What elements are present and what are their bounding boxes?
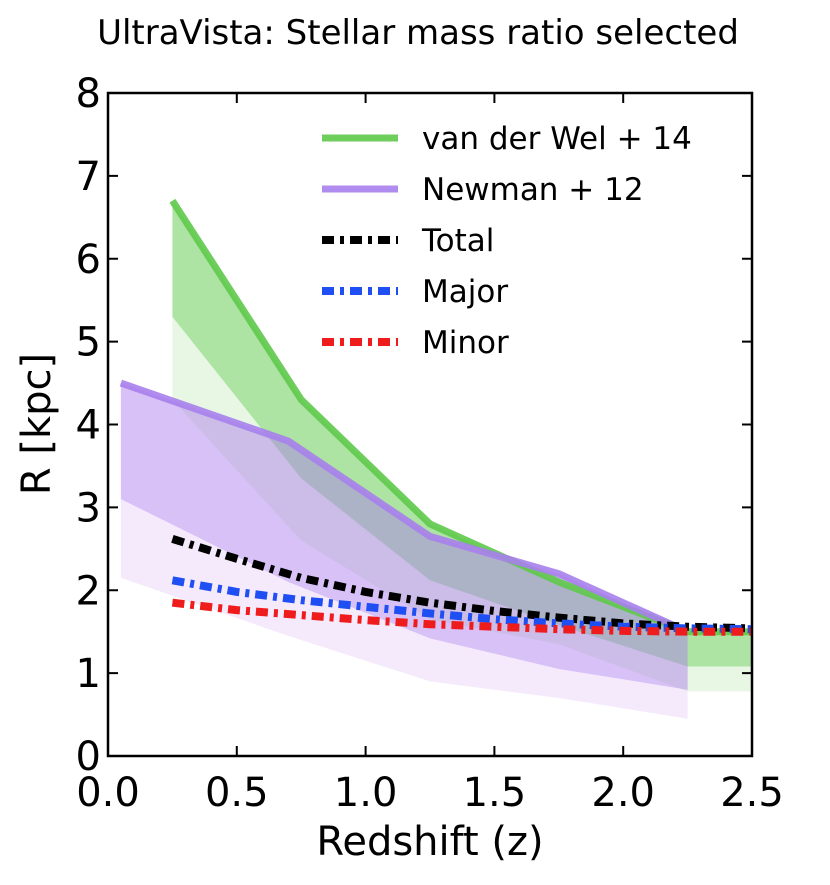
legend-label-newman-12: Newman + 12 xyxy=(422,172,644,208)
chart-title: UltraVista: Stellar mass ratio selected xyxy=(97,13,739,53)
x-tick-label: 2.5 xyxy=(720,770,784,816)
y-tick-label: 8 xyxy=(76,71,101,117)
series-line-newman-12 xyxy=(119,379,690,635)
legend-label-major: Major xyxy=(422,274,508,310)
y-tick-label: 3 xyxy=(76,485,101,531)
x-tick-label: 1.5 xyxy=(463,770,527,816)
x-axis-label: Redshift (z) xyxy=(316,819,543,865)
series-lines xyxy=(119,198,752,636)
y-tick-label: 7 xyxy=(76,154,101,200)
legend-label-minor: Minor xyxy=(422,325,509,361)
x-tick-label: 0.0 xyxy=(76,770,140,816)
y-tick-label: 5 xyxy=(76,320,101,366)
y-tick-label: 4 xyxy=(76,403,101,449)
y-tick-label: 2 xyxy=(76,568,101,614)
band-van-der-wel-14-scatter-inner xyxy=(172,200,752,667)
x-tick-label: 1.0 xyxy=(334,770,398,816)
y-tick-label: 0 xyxy=(76,734,101,780)
y-tick-label: 1 xyxy=(76,651,101,697)
x-tick-label: 2.0 xyxy=(591,770,655,816)
legend: van der Wel + 14 Newman + 12 Total Major Min… xyxy=(322,121,692,361)
series-line-total xyxy=(171,535,752,633)
axis-ticks xyxy=(107,92,753,757)
band-newman-12-scatter-outer xyxy=(120,383,688,719)
band-van-der-wel-14-scatter-outer xyxy=(172,200,752,692)
legend-label-total: Total xyxy=(421,223,494,259)
series-line-minor xyxy=(171,598,752,636)
y-axis-label: R [kpc] xyxy=(14,353,60,495)
y-tick-label: 6 xyxy=(76,237,101,283)
axis-tick-labels: 0.0 0.5 1.0 1.5 2.0 2.5 0 1 2 3 4 5 6 7 8 xyxy=(76,71,784,816)
x-tick-label: 0.5 xyxy=(205,770,269,816)
legend-label-van-der-wel-14: van der Wel + 14 xyxy=(422,121,692,157)
